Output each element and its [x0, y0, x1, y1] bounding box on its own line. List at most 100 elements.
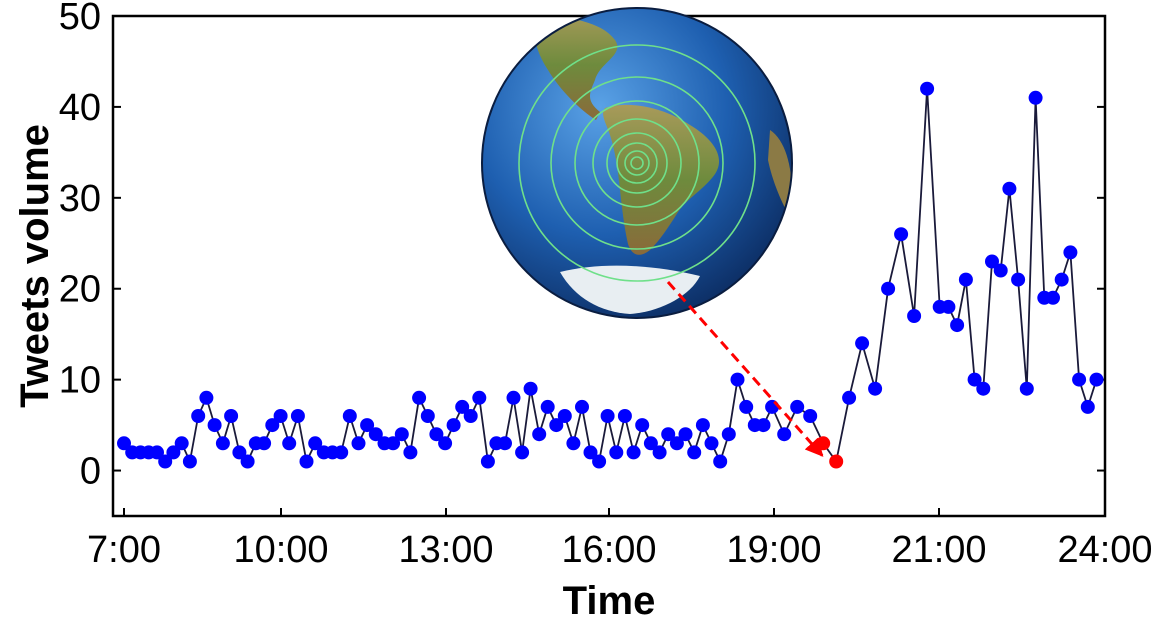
y-tick-label: 30 [59, 178, 101, 220]
data-point [777, 427, 792, 442]
data-point [334, 445, 349, 460]
data-point [907, 309, 922, 323]
data-point [881, 281, 896, 296]
data-point [480, 454, 495, 469]
data-point [299, 454, 314, 469]
data-point [438, 436, 453, 451]
globe-inset [481, 7, 793, 319]
africa-landmass [768, 130, 792, 220]
data-point [920, 81, 935, 96]
annotation-arrow [666, 281, 824, 457]
x-axis: 7:00 10:00 13:00 16:00 19:00 21:00 24:00 [87, 508, 1153, 571]
x-tick-label: 21:00 [891, 529, 986, 571]
y-axis: 0 10 20 30 40 50 [59, 0, 1105, 493]
data-point [1063, 245, 1078, 260]
data-point [386, 436, 401, 451]
data-point [182, 454, 197, 469]
data-point [412, 390, 427, 405]
data-point [661, 427, 676, 442]
data-point [429, 427, 444, 442]
data-point [351, 436, 366, 451]
y-tick-label: 20 [59, 269, 101, 311]
y-axis-title: Tweets volume [13, 124, 57, 408]
data-points [117, 81, 1104, 469]
data-point [1019, 381, 1034, 396]
highlighted-data-point [816, 436, 831, 451]
data-point [950, 318, 965, 333]
data-point [174, 436, 189, 451]
data-point [403, 445, 418, 460]
y-tick-label: 40 [59, 87, 101, 129]
data-point [687, 445, 702, 460]
data-point [282, 436, 297, 451]
data-point [540, 399, 555, 414]
data-point [523, 381, 538, 396]
y-tick-label: 10 [59, 360, 101, 402]
data-point [308, 436, 323, 451]
data-point [191, 409, 206, 423]
data-point [894, 227, 909, 242]
data-point [967, 372, 982, 387]
data-point [532, 427, 547, 442]
data-point [855, 336, 870, 351]
data-point [515, 445, 530, 460]
x-tick-label: 13:00 [398, 529, 493, 571]
data-point [592, 454, 607, 469]
seismic-rings [518, 44, 756, 282]
highlighted-data-point [829, 454, 844, 469]
data-point [1054, 272, 1069, 287]
data-point [549, 418, 564, 433]
y-tick-label: 50 [59, 0, 101, 38]
data-point [617, 409, 632, 423]
x-axis-title: Time [563, 579, 656, 623]
data-point [1028, 90, 1043, 105]
data-point [557, 409, 572, 423]
data-point [1046, 290, 1060, 305]
data-point [498, 436, 512, 451]
data-point [360, 418, 375, 433]
data-point [394, 427, 409, 442]
data-point [166, 445, 181, 460]
data-point [1089, 372, 1104, 387]
data-point [240, 454, 255, 469]
data-point [678, 427, 693, 442]
data-point [232, 445, 247, 460]
north-america-landmass [534, 10, 618, 120]
data-point [446, 418, 461, 433]
x-tick-label: 24:00 [1057, 529, 1152, 571]
data-point [803, 409, 818, 423]
data-point [420, 409, 435, 423]
data-point [215, 436, 230, 451]
data-point [790, 399, 805, 414]
data-point [704, 436, 719, 451]
data-point [1011, 272, 1026, 287]
data-point [368, 427, 383, 442]
data-point [290, 409, 305, 423]
data-point [583, 445, 598, 460]
data-point [985, 254, 999, 269]
data-point [455, 399, 470, 414]
data-point [626, 445, 641, 460]
data-point [695, 418, 710, 433]
data-point [756, 418, 771, 433]
data-point [273, 409, 288, 423]
data-point [224, 409, 239, 423]
data-point [730, 372, 745, 387]
data-point [1002, 181, 1017, 196]
data-point [207, 418, 222, 433]
data-point [1072, 372, 1087, 387]
x-tick-label: 16:00 [561, 529, 656, 571]
data-point [739, 399, 754, 414]
data-point [976, 381, 991, 396]
data-point [713, 454, 728, 469]
x-tick-label: 7:00 [87, 529, 161, 571]
data-point [635, 418, 650, 433]
data-point [609, 445, 624, 460]
data-point [265, 418, 280, 433]
data-point [868, 381, 883, 396]
data-point [150, 445, 164, 460]
data-point [1080, 399, 1095, 414]
data-point [257, 436, 272, 451]
data-point [472, 390, 487, 405]
